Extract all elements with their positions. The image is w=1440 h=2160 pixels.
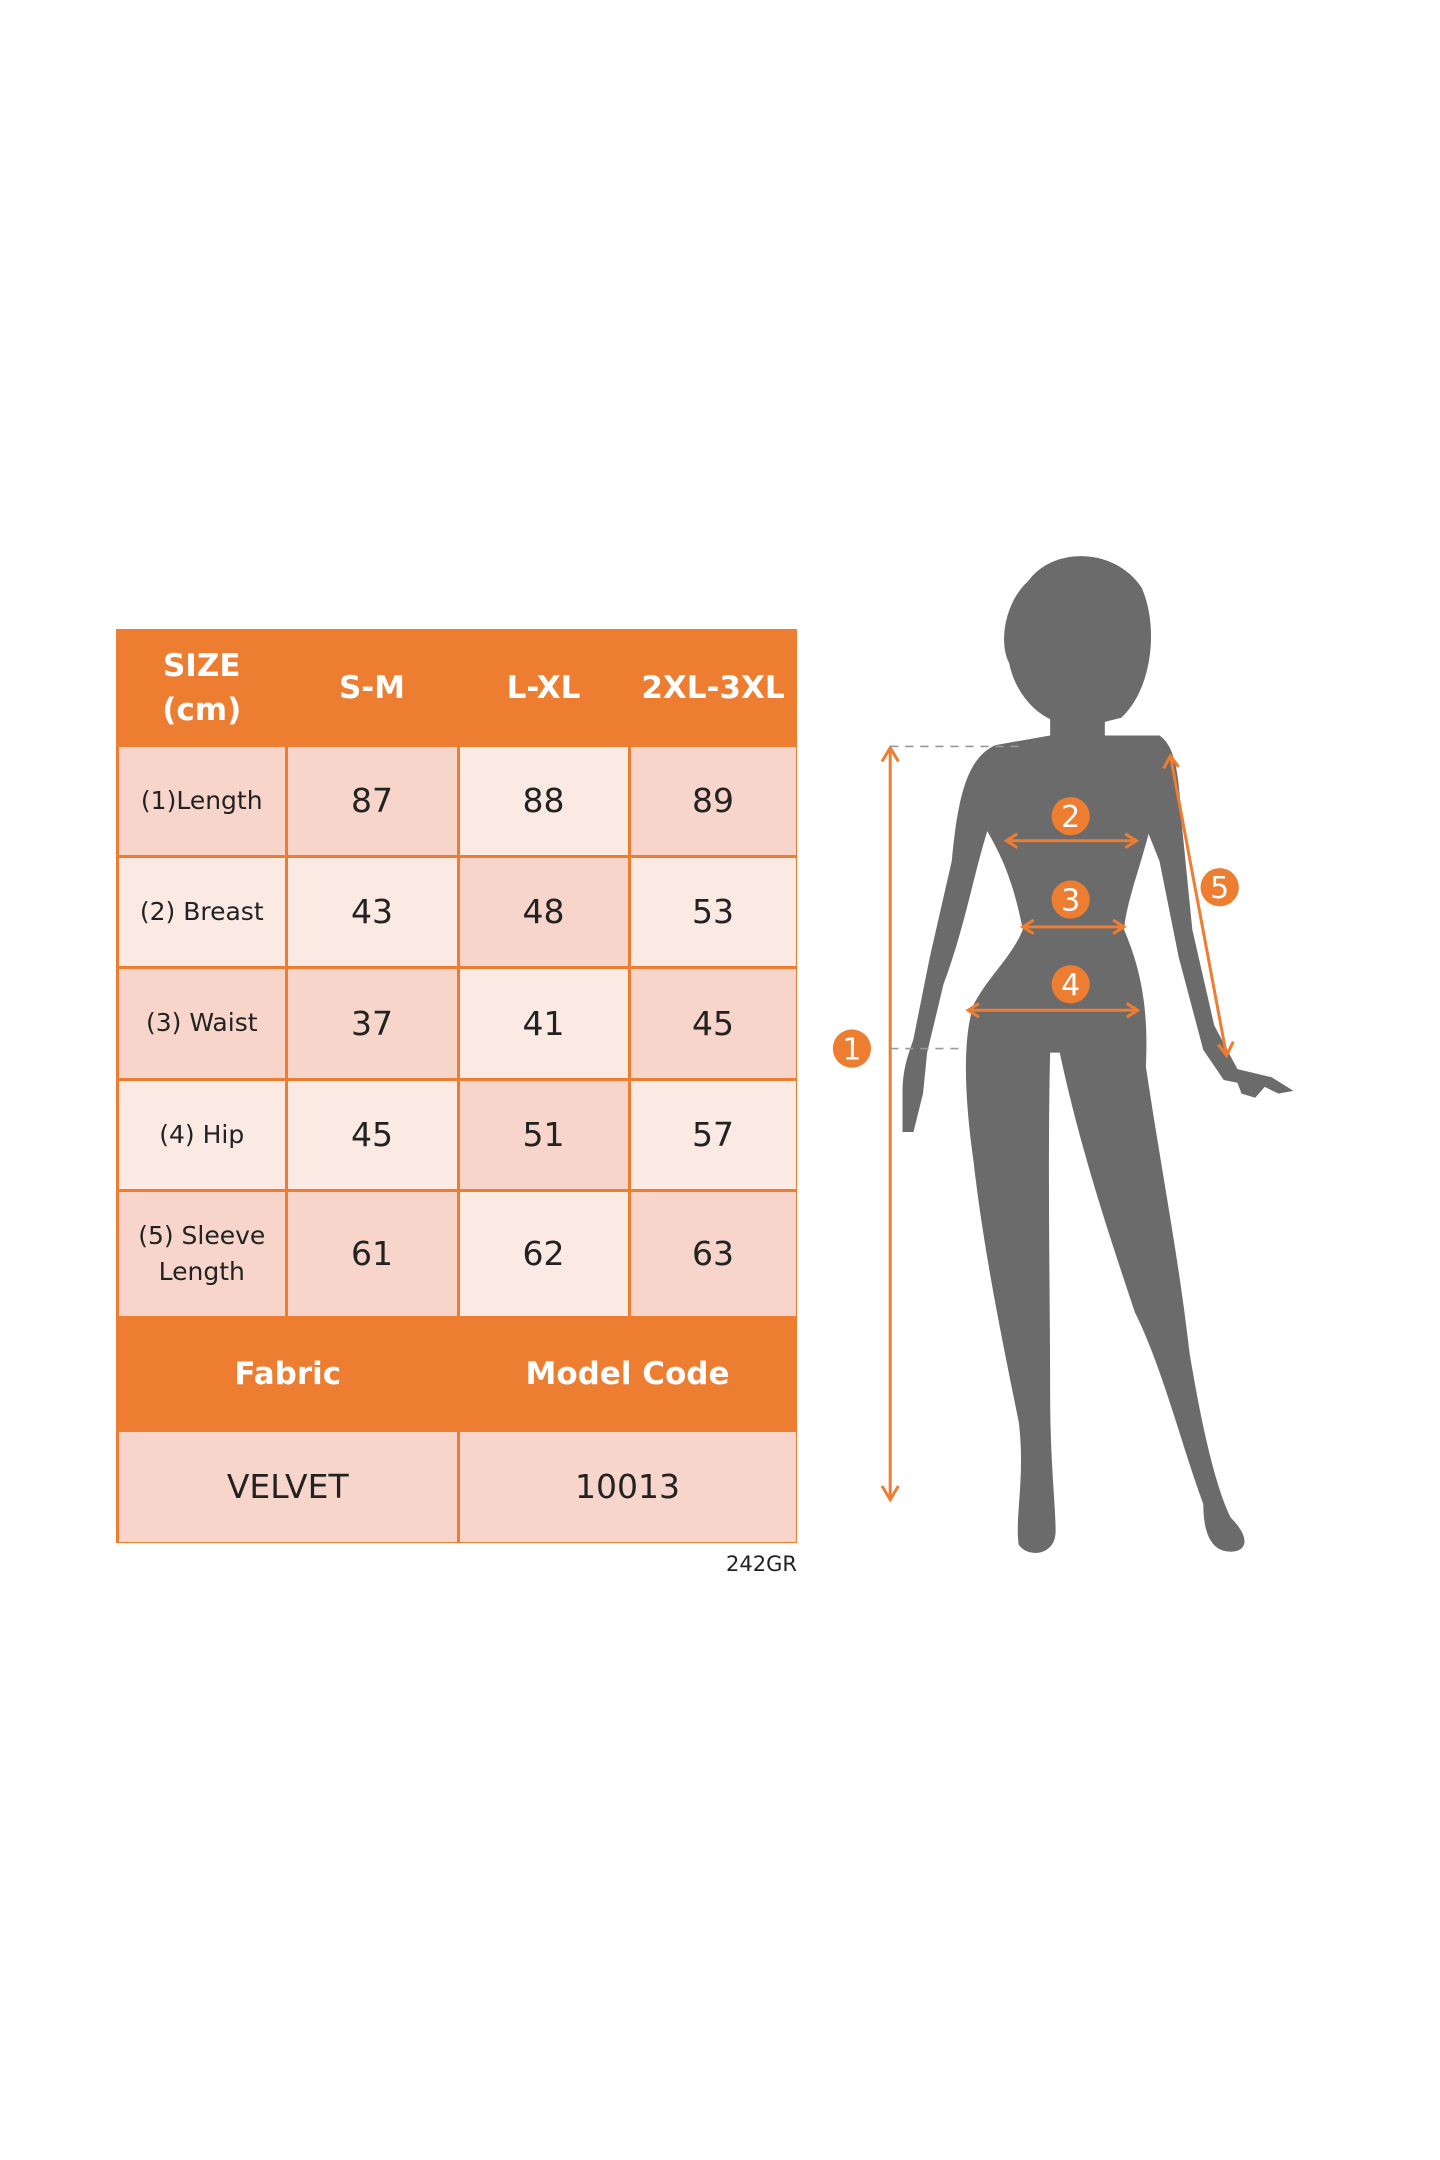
table-cell: 62	[459, 1191, 628, 1316]
table-cell: 45	[630, 968, 796, 1078]
marker-number: 3	[1061, 883, 1080, 918]
marker-circle	[1200, 868, 1239, 907]
marker-circle	[1051, 965, 1090, 1004]
measurement-markers: 1 2 3 4 5	[832, 797, 1239, 1068]
table-cell: 43	[287, 857, 457, 966]
table-cell: 37	[287, 968, 457, 1078]
marker-number: 5	[1210, 871, 1229, 906]
marker-number: 1	[842, 1032, 861, 1067]
header-size-column: S-M	[338, 669, 406, 706]
header-size-column: L-XL	[506, 669, 581, 706]
row-label: (2) Breast	[119, 857, 285, 966]
silhouette	[902, 556, 1294, 1553]
table-cell: 45	[287, 1080, 457, 1189]
marker-number: 4	[1061, 968, 1080, 1003]
model-code-value: 10013	[459, 1431, 796, 1542]
row-label: (4) Hip	[119, 1080, 285, 1189]
marker-number: 2	[1061, 800, 1080, 835]
product-code-label: 242GR	[726, 1552, 797, 1576]
header-size: SIZE (cm)	[162, 647, 242, 728]
header-fabric: Fabric	[234, 1355, 342, 1392]
table-cell: 88	[459, 746, 628, 855]
row-label: (1)Length	[119, 746, 285, 855]
table-cell: 57	[630, 1080, 796, 1189]
arrowhead	[880, 744, 900, 763]
marker-circle	[1051, 797, 1090, 836]
measurement-guides	[880, 744, 1235, 1503]
arrowhead	[880, 1485, 900, 1503]
row-label: (3) Waist	[119, 968, 285, 1078]
table-cell: 87	[287, 746, 457, 855]
header-size-column: 2XL-3XL	[641, 669, 785, 706]
table-cell: 63	[630, 1191, 796, 1316]
size-chart-table: SIZE (cm) S-M L-XL 2XL-3XL (1)Length 87 88 89 (2…	[116, 629, 797, 1543]
table-cell: 61	[287, 1191, 457, 1316]
marker-circle	[832, 1029, 872, 1068]
table-cell: 89	[630, 746, 796, 855]
table-cell: 41	[459, 968, 628, 1078]
table-cell: 53	[630, 857, 796, 966]
sleeve-arrow	[1168, 755, 1228, 1056]
marker-circle	[1051, 880, 1090, 919]
fabric-value: VELVET	[119, 1431, 457, 1542]
table-cell: 51	[459, 1080, 628, 1189]
row-label: (5) Sleeve Length	[119, 1191, 285, 1316]
table-cell: 48	[459, 857, 628, 966]
header-model-code: Model Code	[525, 1355, 730, 1392]
